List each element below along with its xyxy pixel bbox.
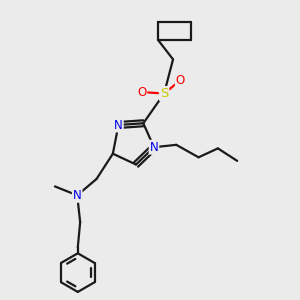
Text: O: O <box>176 74 185 87</box>
Text: N: N <box>150 141 158 154</box>
Text: O: O <box>137 85 146 99</box>
Text: N: N <box>114 118 123 131</box>
Text: N: N <box>73 189 82 202</box>
Text: S: S <box>160 87 168 100</box>
